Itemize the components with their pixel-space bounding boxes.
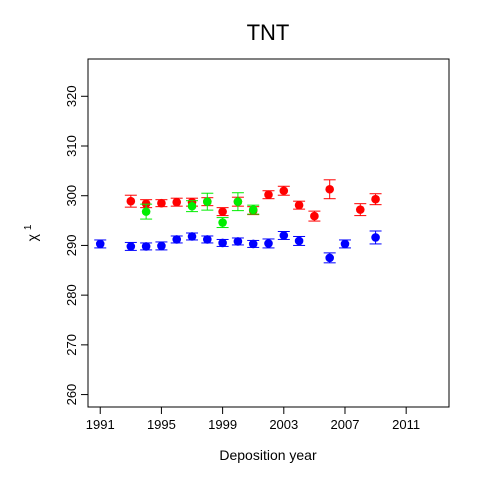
data-point (264, 190, 273, 200)
data-point (233, 197, 243, 206)
data-point (172, 197, 182, 207)
data-point (157, 198, 166, 208)
y-tick-label: 290 (64, 235, 79, 257)
data-point (95, 239, 105, 249)
data-point (279, 231, 289, 240)
y-tick-label: 310 (64, 135, 79, 157)
data-point (355, 205, 365, 214)
x-tick-label: 2011 (392, 417, 420, 432)
data-point (187, 201, 197, 211)
x-tick-label: 1995 (147, 417, 176, 432)
x-tick-label: 1991 (86, 417, 115, 432)
y-axis: 260 270 280 290 300 310 320 (64, 85, 89, 406)
y-tick-label: 320 (64, 85, 79, 107)
data-point (126, 196, 136, 206)
y-tick-label: 300 (64, 185, 79, 207)
data-point (371, 194, 380, 204)
y-axis-title-superscript: 1 (23, 224, 34, 230)
x-tick-label: 2003 (269, 417, 298, 432)
data-point (233, 237, 243, 246)
data-point (340, 239, 350, 249)
data-point (218, 218, 227, 227)
data-point (218, 207, 227, 216)
series-2 (140, 192, 260, 229)
data-point (248, 205, 258, 214)
x-axis: 1991 1995 1999 2003 2007 2011 (86, 406, 420, 432)
data-point (203, 197, 212, 206)
x-tick-label: 1999 (208, 417, 237, 432)
x-axis-title: Deposition year (219, 447, 317, 463)
data-point (371, 233, 380, 242)
data-point (248, 239, 258, 249)
data-point (203, 235, 212, 244)
y-axis-title: χ 1 (23, 224, 40, 241)
y-tick-label: 260 (64, 384, 79, 406)
data-point (187, 232, 197, 241)
y-tick-label: 270 (64, 334, 79, 356)
data-point (325, 184, 334, 194)
data-point (294, 236, 304, 246)
data-point (141, 242, 151, 251)
svg-text:χ 1: χ 1 (23, 224, 40, 241)
data-point (141, 207, 151, 216)
data-point (294, 200, 304, 210)
y-axis-title-symbol: χ (24, 233, 40, 241)
data-point (325, 253, 334, 263)
series-0 (94, 230, 382, 264)
data-point (279, 186, 289, 196)
data-point (126, 242, 136, 251)
data-point (172, 235, 182, 244)
data-point (264, 239, 273, 248)
chart-title: TNT (247, 20, 290, 45)
data-point (157, 241, 166, 251)
series-1 (124, 179, 382, 222)
plot-area-frame (87, 58, 450, 408)
series-layer (94, 179, 382, 264)
y-tick-label: 280 (64, 284, 79, 306)
x-tick-label: 2007 (331, 417, 360, 432)
data-point (218, 238, 227, 248)
data-point (310, 211, 319, 221)
